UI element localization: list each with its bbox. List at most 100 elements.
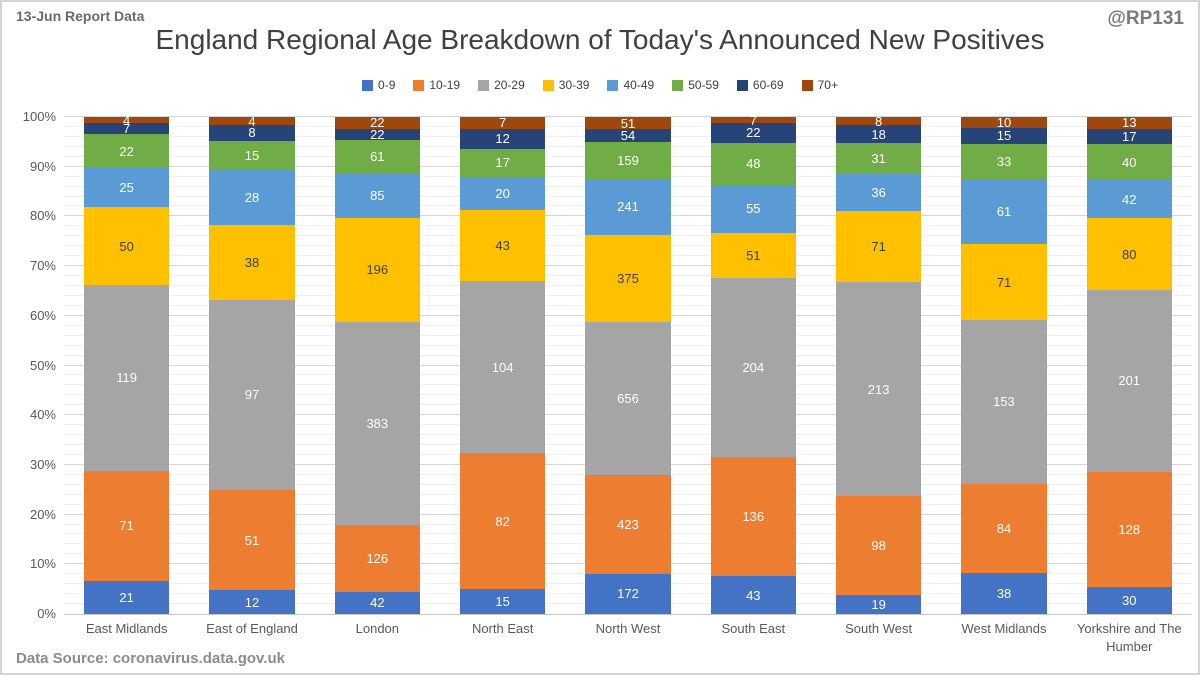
bar-segment: 656 [585,322,671,476]
legend-label: 60-69 [752,78,784,92]
bar-segment: 51 [710,232,796,278]
bar-segment: 8 [209,124,295,141]
bar-segment: 119 [84,285,170,471]
y-tick-label: 30% [29,456,56,472]
legend-swatch-icon [542,79,554,91]
segment-label: 172 [617,586,639,602]
segment-label: 201 [1118,373,1141,389]
segment-label: 84 [996,521,1012,536]
bar-segment: 7 [460,115,546,131]
y-tick-label: 20% [29,506,56,522]
y-tick-label: 90% [29,158,56,174]
legend-swatch-icon [607,79,619,91]
segment-label: 30 [1122,592,1137,608]
segment-label: 136 [742,509,765,525]
bar-segment: 7 [84,121,170,137]
bar-segment: 7 [710,114,796,127]
segment-label: 375 [617,271,639,287]
segment-label: 153 [993,394,1015,410]
bar-segment: 22 [710,123,796,143]
bar-stack: 19 98 213 71 36 31 18 8 [836,113,922,614]
watermark: @RP131 [1107,8,1184,29]
legend-label: 10-19 [429,78,461,92]
bar-segment: 128 [1086,471,1172,587]
chart-title: England Regional Age Breakdown of Today'… [155,24,1045,55]
bars: 21 71 119 50 25 22 7 4 12 51 97 38 28 15 8 4 42 126 383 196… [64,113,1192,614]
bar-segment: 50 [84,207,170,286]
bar-segment: 71 [84,470,170,582]
legend-label: 40-49 [623,78,655,92]
bar-column: 12 51 97 38 28 15 8 4 [189,115,314,614]
bar-segment: 28 [209,170,295,226]
legend-item: 60-69 [736,78,784,92]
bar-segment: 383 [334,321,420,525]
bar-segment: 54 [585,127,671,143]
gridline [64,116,1192,117]
bar-column: 42 126 383 196 85 61 22 22 [315,116,440,614]
y-tick-label: 80% [29,208,56,224]
legend-label: 70+ [817,78,838,92]
segment-label: 423 [617,517,639,533]
x-category-label: London [355,621,400,636]
bar-segment: 51 [585,115,671,131]
legend-item: 0-9 [362,78,395,92]
y-tick-label: 10% [29,556,56,572]
segment-label: 71 [119,518,134,534]
segment-label: 51 [620,115,636,131]
legend-swatch-icon [362,79,374,91]
segment-label: 104 [491,359,514,375]
bar-segment: 13 [1086,116,1172,129]
segment-label: 7 [123,121,131,137]
bar-segment: 61 [334,140,420,173]
segment-label: 119 [116,370,138,386]
bar-column: 30 128 201 80 42 40 17 13 [1067,116,1192,614]
y-tick-label: 70% [29,258,56,274]
segment-label: 8 [875,113,883,129]
segment-label: 25 [119,180,134,196]
segment-label: 97 [244,387,260,403]
x-category-label: East Midlands [85,621,168,636]
legend-swatch-icon [672,79,684,91]
segment-label: 7 [499,115,507,131]
legend-label: 0-9 [378,78,396,92]
segment-label: 8 [248,125,256,141]
segment-label: 383 [366,415,389,431]
report-date-label: 13-Jun Report Data [16,8,145,24]
bar-segment: 80 [1086,218,1172,291]
bar-column: 15 82 104 43 20 17 12 7 [440,115,565,614]
segment-label: 12 [495,131,510,147]
bar-segment: 38 [961,573,1047,614]
legend-item: 40-49 [607,78,654,92]
segment-label: 196 [366,262,389,278]
bar-stack: 38 84 153 71 61 33 15 10 [961,116,1047,614]
plot-area: 21 71 119 50 25 22 7 4 12 51 97 38 28 15 8 4 42 126 383 196… [64,113,1192,615]
segment-label: 71 [996,274,1012,290]
bar-stack: 172 423 656 375 241 159 54 51 [585,115,671,614]
legend-item: 10-19 [413,78,460,92]
segment-label: 50 [119,238,134,254]
segment-label: 43 [746,587,761,603]
bar-segment: 55 [710,184,796,233]
bar-segment: 104 [460,281,546,454]
segment-label: 38 [244,254,260,270]
bar-segment: 84 [961,483,1047,574]
segment-label: 54 [620,127,636,143]
bar-segment: 8 [836,113,922,129]
legend-label: 50-59 [688,78,719,92]
x-category-label: Yorkshire and The Humber [1076,621,1182,654]
segment-label: 15 [495,594,510,610]
bar-segment: 12 [209,590,295,614]
bar-segment: 136 [710,456,796,577]
bar-stack: 43 136 204 51 55 48 22 7 [710,114,796,614]
bar-segment: 22 [334,128,420,141]
x-axis: East Midlands East of England London North … [64,620,1192,655]
bar-segment: 423 [585,475,671,574]
y-tick-label: 50% [29,357,56,373]
segment-label: 7 [749,112,757,128]
bar-column: 172 423 656 375 241 159 54 51 [565,117,690,614]
bar-column: 21 71 119 50 25 22 7 4 [64,114,189,614]
bar-segment: 21 [84,581,170,614]
bar-stack: 21 71 119 50 25 22 7 4 [84,114,170,614]
bar-segment: 97 [209,299,295,491]
